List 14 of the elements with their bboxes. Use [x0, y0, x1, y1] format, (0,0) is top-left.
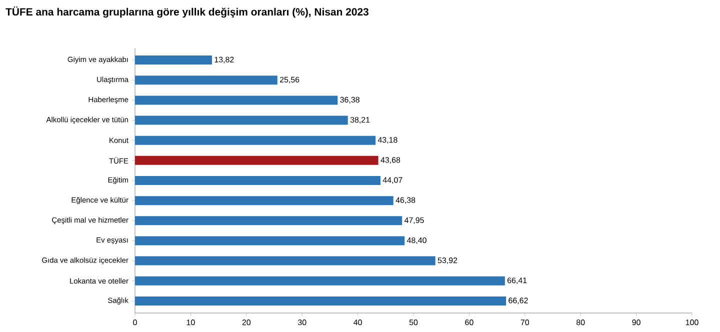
bar [135, 216, 402, 226]
bar [135, 136, 376, 145]
bar [135, 116, 348, 125]
bar [135, 96, 338, 105]
bar [135, 296, 506, 306]
bar [135, 196, 394, 206]
chart-title: TÜFE ana harcama gruplarına göre yıllık değişim oranları (%), Nisan 2023 [6, 6, 368, 18]
bar [135, 236, 405, 246]
bar [135, 256, 436, 266]
bar [135, 276, 505, 286]
bar [135, 76, 278, 85]
bar [135, 56, 212, 65]
bar [135, 176, 380, 185]
bar [135, 156, 378, 165]
